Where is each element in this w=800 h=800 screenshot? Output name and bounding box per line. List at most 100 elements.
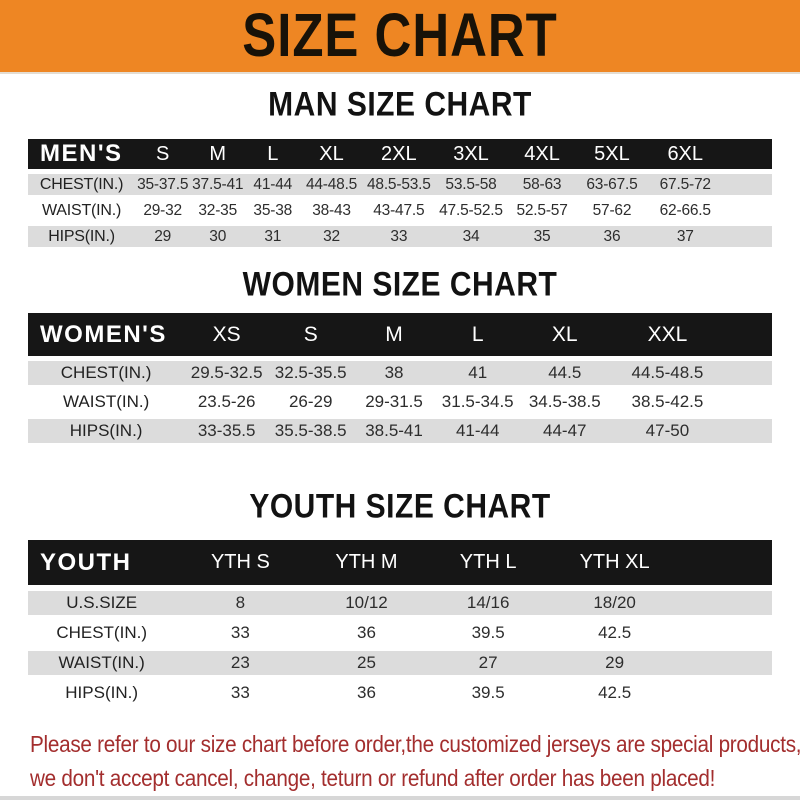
value-cell: 29-32 <box>143 201 182 219</box>
bottom-edge-divider <box>0 796 800 800</box>
table-title-cell: MEN'S <box>28 139 136 169</box>
value-cell: 31.5-34.5 <box>441 392 514 411</box>
table-row: CHEST(IN.) 29.5-32.5 32.5-35.5 38 41 44.5 44.5… <box>28 361 772 385</box>
table-row: WAIST(IN.) 23.5-26 26-29 29-31.5 31.5-34.5 34… <box>28 390 772 414</box>
men-size-table: MEN'S S M L XL 2XL 3XL 4XL 5XL 6XL CHEST(IN.) 35-37… <box>28 134 772 252</box>
size-header-cell: 5XL <box>577 139 647 169</box>
value-cell: 39.5 <box>471 683 505 702</box>
value-cell: 67.5-72 <box>659 175 711 193</box>
value-cell: 42.5 <box>598 623 632 642</box>
value-cell: 43-47.5 <box>373 201 425 219</box>
size-header-cell: L <box>245 139 301 169</box>
value-cell: 30 <box>209 227 227 245</box>
man-section-heading-text: MAN SIZE CHART <box>268 85 532 124</box>
table-row: WAIST(IN.) 29-32 32-35 35-38 38-43 43-47.5 47.… <box>28 200 772 221</box>
table-header-row: MEN'S S M L XL 2XL 3XL 4XL 5XL 6XL <box>28 139 772 169</box>
value-cell: 29.5-32.5 <box>190 363 263 382</box>
value-cell: 37.5-41 <box>192 175 244 193</box>
size-header-cell: YTH M <box>305 540 428 585</box>
value-cell: 37 <box>676 227 694 245</box>
value-cell: 29 <box>154 227 172 245</box>
value-cell: 8 <box>235 593 246 612</box>
disclaimer-line-1: Please refer to our size chart before or… <box>30 731 800 757</box>
size-chart-banner: SIZE CHART <box>0 0 800 74</box>
women-section-heading: WOMEN SIZE CHART <box>0 265 800 304</box>
table-row: CHEST(IN.) 33 36 39.5 42.5 <box>28 621 772 645</box>
row-label: HIPS(IN.) <box>48 227 115 245</box>
size-header-cell: S <box>135 139 191 169</box>
value-cell: 48.5-53.5 <box>366 175 431 193</box>
value-cell: 47.5-52.5 <box>439 201 503 219</box>
value-cell: 29 <box>605 653 625 672</box>
value-cell: 35 <box>533 227 551 245</box>
value-cell: 18/20 <box>593 593 636 612</box>
spacer-cell <box>724 226 772 247</box>
spacer-cell <box>725 361 772 385</box>
youth-section-heading-text: YOUTH SIZE CHART <box>249 487 551 526</box>
size-header-cell: YTH S <box>175 540 306 585</box>
value-cell: 33 <box>230 623 250 642</box>
value-cell: 34.5-38.5 <box>528 392 601 411</box>
value-cell: 38.5-41 <box>365 421 423 440</box>
size-header-cell: YTH XL <box>548 540 681 585</box>
size-header-cell: M <box>190 139 246 169</box>
size-header-cell: XXL <box>609 313 726 356</box>
man-section-heading: MAN SIZE CHART <box>0 85 800 124</box>
value-cell: 44.5-48.5 <box>631 363 704 382</box>
spacer-cell <box>725 419 772 443</box>
size-header-cell: XS <box>184 313 270 356</box>
women-size-table: WOMEN'S XS S M L XL XXL CHEST(IN.) 29.5-32.5 32.5… <box>28 308 772 448</box>
table-row: HIPS(IN.) 33 36 39.5 42.5 <box>28 681 772 705</box>
value-cell: 53.5-58 <box>445 175 497 193</box>
size-header-cell: M <box>352 313 436 356</box>
value-cell: 34 <box>462 227 480 245</box>
table-row: WAIST(IN.) 23 25 27 29 <box>28 651 772 675</box>
value-cell: 39.5 <box>471 623 505 642</box>
value-cell: 47-50 <box>645 421 690 440</box>
table-header-row: WOMEN'S XS S M L XL XXL <box>28 313 772 356</box>
size-header-cell: XL <box>300 139 363 169</box>
row-label: CHEST(IN.) <box>56 623 147 642</box>
value-cell: 36 <box>357 683 376 702</box>
spacer-cell <box>724 200 772 221</box>
size-header-cell: 2XL <box>362 139 435 169</box>
size-header-cell: S <box>269 313 353 356</box>
size-header-cell: 4XL <box>507 139 577 169</box>
spacer-cell <box>723 139 772 169</box>
value-cell: 38 <box>384 363 404 382</box>
row-label: HIPS(IN.) <box>65 683 139 702</box>
row-label: U.S.SIZE <box>66 593 138 612</box>
table-header-row: YOUTH YTH S YTH M YTH L YTH XL <box>28 540 772 585</box>
table-title-cell: WOMEN'S <box>28 313 185 356</box>
table-row: CHEST(IN.) 35-37.5 37.5-41 41-44 44-48.5 48.5… <box>28 174 772 195</box>
table-row: HIPS(IN.) 33-35.5 35.5-38.5 38.5-41 41-44 44-… <box>28 419 772 443</box>
spacer-cell <box>680 540 772 585</box>
value-cell: 52.5-57 <box>516 201 568 219</box>
value-cell: 33 <box>230 683 250 702</box>
value-cell: 44-48.5 <box>305 175 358 193</box>
value-cell: 32-35 <box>198 201 238 219</box>
table-row: U.S.SIZE 8 10/12 14/16 18/20 <box>28 591 772 615</box>
value-cell: 32 <box>323 227 340 245</box>
value-cell: 10/12 <box>345 593 388 612</box>
spacer-cell <box>680 621 772 645</box>
size-header-cell: L <box>435 313 520 356</box>
value-cell: 57-62 <box>592 201 632 219</box>
value-cell: 23.5-26 <box>197 392 256 411</box>
value-cell: 44.5 <box>548 363 582 382</box>
value-cell: 41-44 <box>253 175 293 193</box>
value-cell: 14/16 <box>466 593 510 612</box>
value-cell: 27 <box>478 653 498 672</box>
value-cell: 23 <box>230 653 250 672</box>
page-title: SIZE CHART <box>242 1 558 71</box>
order-disclaimer-note: Please refer to our size chart before or… <box>30 727 800 795</box>
value-cell: 58-63 <box>522 175 562 193</box>
value-cell: 31 <box>264 227 282 245</box>
value-cell: 63-67.5 <box>586 175 638 193</box>
women-section-heading-text: WOMEN SIZE CHART <box>242 265 558 304</box>
value-cell: 44-47 <box>543 421 587 440</box>
row-label: WAIST(IN.) <box>58 653 145 672</box>
value-cell: 38.5-42.5 <box>631 392 704 411</box>
size-header-cell: 3XL <box>434 139 508 169</box>
value-cell: 41-44 <box>455 421 500 440</box>
